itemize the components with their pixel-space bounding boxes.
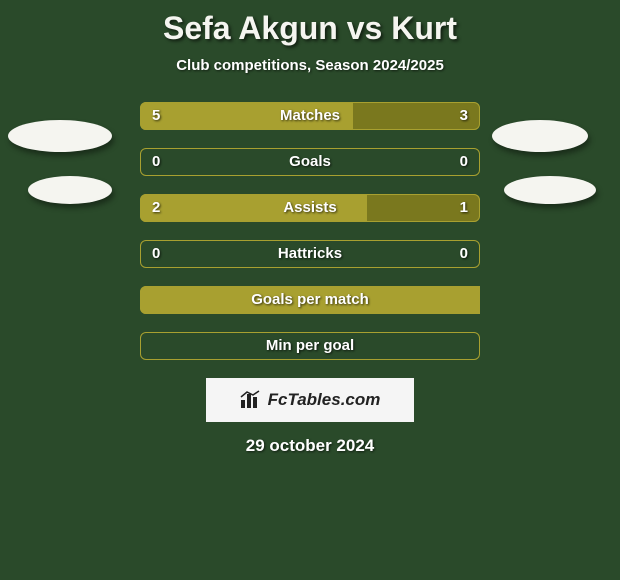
brand-badge: FcTables.com <box>206 378 414 422</box>
decorative-orb <box>504 176 596 204</box>
chart-icon <box>240 390 262 410</box>
stat-value-right: 0 <box>460 148 468 176</box>
stat-bar: Min per goal <box>140 332 480 360</box>
stat-value-right: 3 <box>460 102 468 130</box>
stat-value-left: 0 <box>152 148 160 176</box>
stat-label: Hattricks <box>140 240 480 268</box>
stat-bar: Goals per match <box>140 286 480 314</box>
brand-text: FcTables.com <box>268 390 381 410</box>
stat-label: Assists <box>140 194 480 222</box>
stat-bar: Hattricks0 0 <box>140 240 480 268</box>
decorative-orb <box>492 120 588 152</box>
stat-label: Min per goal <box>140 332 480 360</box>
stat-value-left: 5 <box>152 102 160 130</box>
player2-name: Kurt <box>391 10 457 46</box>
title-vs: vs <box>347 10 383 46</box>
stat-bar: Assists2 1 <box>140 194 480 222</box>
stat-bar: Matches5 3 <box>140 102 480 130</box>
player1-name: Sefa Akgun <box>163 10 338 46</box>
stat-bar: Goals0 0 <box>140 148 480 176</box>
decorative-orb <box>28 176 112 204</box>
subtitle: Club competitions, Season 2024/2025 <box>0 57 620 74</box>
stat-value-right: 0 <box>460 240 468 268</box>
decorative-orb <box>8 120 112 152</box>
stat-value-left: 2 <box>152 194 160 222</box>
stat-label: Goals per match <box>140 286 480 314</box>
stat-value-right: 1 <box>460 194 468 222</box>
date-label: 29 october 2024 <box>0 436 620 456</box>
stat-label: Goals <box>140 148 480 176</box>
comparison-title: Sefa Akgun vs Kurt <box>0 0 620 47</box>
stat-label: Matches <box>140 102 480 130</box>
stat-value-left: 0 <box>152 240 160 268</box>
